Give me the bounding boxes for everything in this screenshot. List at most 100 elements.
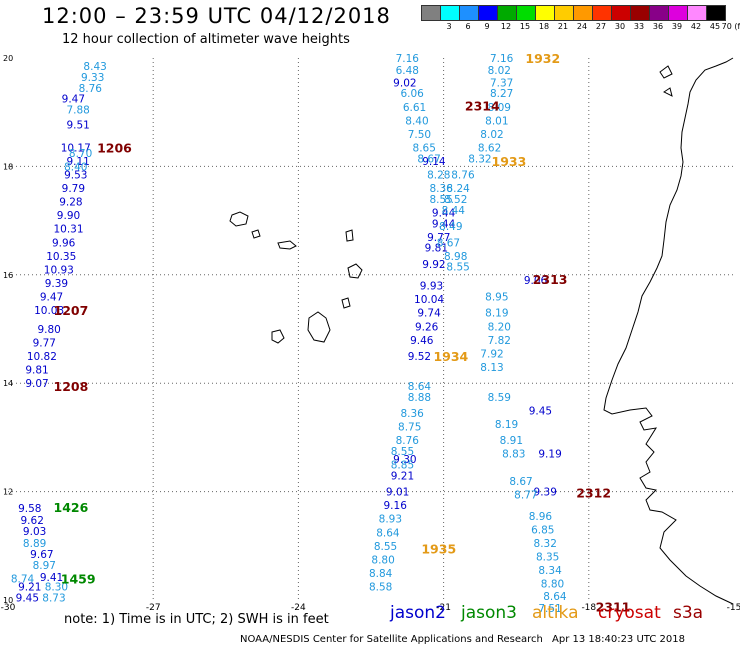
swh-value-jason2: 10.93 <box>44 264 74 276</box>
cape-verde-sao-vicente <box>251 229 261 239</box>
swh-value-jason3: 8.98 <box>444 251 467 263</box>
swh-value-jason2: 9.45 <box>529 405 552 417</box>
credit-line: NOAA/NESDIS Center for Satellite Applica… <box>240 634 543 645</box>
swh-value-jason3: 7.92 <box>480 348 503 360</box>
swh-value-jason3: 8.01 <box>485 115 508 127</box>
legend-label: 18 <box>538 22 550 31</box>
swh-value-jason2: 9.07 <box>25 378 48 390</box>
swh-value-jason3: 8.97 <box>33 560 56 572</box>
swh-value-jason2: 9.02 <box>393 77 416 89</box>
swh-value-jason2: 10.31 <box>53 224 83 236</box>
swh-value-jason3: 8.02 <box>488 65 511 77</box>
swh-value-jason3: 8.43 <box>83 61 106 73</box>
pass-time-labels: 1932 2314 1206 1933 2313 1207 1934 1208 2312 1426… <box>54 51 631 615</box>
y-tick-label: 18 <box>3 162 13 171</box>
swh-value-jason2: 9.77 <box>33 338 56 350</box>
swh-value-jason2: 9.26 <box>415 321 439 333</box>
swh-value-jason2: 9.14 <box>422 156 446 168</box>
cape-verde-sao-nicolau <box>277 240 297 250</box>
swh-value-jason2: 9.58 <box>18 503 41 515</box>
swh-value-jason3: 8.64 <box>376 527 400 539</box>
cape-verde-santo-antao <box>229 211 249 227</box>
swh-value-jason2: 9.01 <box>386 487 409 499</box>
swh-value-jason3: 6.85 <box>531 525 554 537</box>
color-scale-legend <box>421 5 726 21</box>
swh-value-jason3: 8.32 <box>468 153 491 165</box>
cape-verde-boa-vista <box>347 263 363 279</box>
swh-value-jason3: 8.59 <box>488 392 511 404</box>
swh-value-jason3: 8.32 <box>534 538 557 550</box>
footer-note: note: 1) Time is in UTC; 2) SWH is in fe… <box>64 612 329 627</box>
swh-value-jason2: 9.30 <box>393 454 416 466</box>
legend-swatch <box>706 5 726 21</box>
swh-value-jason3: 8.67 <box>437 237 460 249</box>
legend-label: 21 <box>557 22 569 31</box>
pass-time-label: 1459 <box>61 571 96 586</box>
swh-value-jason2: 9.62 <box>21 515 44 527</box>
x-tick-label: -27 <box>146 603 161 613</box>
x-tick-label: -15 <box>727 603 740 613</box>
swh-value-jason3: 8.55 <box>374 541 397 553</box>
swh-value-jason2: 9.39 <box>45 278 68 290</box>
swh-value-jason3: 7.88 <box>66 104 89 116</box>
map-subtitle: 12 hour collection of altimeter wave hei… <box>62 32 350 47</box>
legend-label: 12 <box>500 22 512 31</box>
pass-time-label: 1934 <box>433 349 468 364</box>
swh-value-jason3: 8.80 <box>541 579 564 591</box>
pass-time-label: 2311 <box>596 600 631 615</box>
sat-s3a: s3a <box>673 603 704 623</box>
swh-value-jason3: 8.35 <box>536 552 559 564</box>
swh-value-jason3: 8.44 <box>442 205 466 217</box>
pass-time-label: 1426 <box>54 500 89 515</box>
y-tick-label: 14 <box>3 379 13 388</box>
swh-value-jason3: 8.80 <box>371 554 394 566</box>
y-tick-label: 20 <box>3 54 13 63</box>
x-tick-label: -30 <box>1 603 16 613</box>
swh-value-jason3: 8.64 <box>543 591 567 603</box>
legend-label: 45 <box>709 22 721 31</box>
swh-value-jason2: 9.46 <box>410 335 434 347</box>
swh-value-jason3: 6.48 <box>396 65 419 77</box>
swh-value-jason2: 9.11 <box>66 156 89 168</box>
swh-value-jason2: 9.47 <box>40 291 63 303</box>
swh-value-jason2: 9.96 <box>52 237 76 249</box>
swh-value-jason3: 8.27 <box>490 88 513 100</box>
swh-value-jason2: 9.06 <box>524 275 548 287</box>
swh-value-jason2: 9.74 <box>417 308 441 320</box>
sat-jason3: jason3 <box>461 603 517 623</box>
cape-verde-santiago <box>307 311 331 343</box>
legend-label: 3 <box>446 22 452 31</box>
swh-value-jason2: 9.19 <box>538 449 561 461</box>
map-title: 12:00 – 23:59 UTC 04/12/2018 <box>42 4 391 28</box>
swh-value-jason3: 8.02 <box>480 129 503 141</box>
swh-value-jason3: 8.55 <box>446 262 469 274</box>
swh-value-jason3: 8.96 <box>529 511 553 523</box>
x-tick-label: -18 <box>581 603 596 613</box>
swh-value-jason2: 9.39 <box>534 487 557 499</box>
cape-verde-sal <box>345 229 354 242</box>
swh-value-jason2: 9.21 <box>391 470 414 482</box>
legend-label: 39 <box>671 22 683 31</box>
swh-value-jason3: 8.75 <box>398 422 421 434</box>
swh-value-jason3: 8.91 <box>500 435 523 447</box>
swh-value-jason3: 8.93 <box>379 514 402 526</box>
swh-value-jason3: 8.65 <box>413 142 436 154</box>
swh-value-jason3: 8.30 <box>45 581 68 593</box>
legend-label: 36 <box>652 22 664 31</box>
legend-label: 6 <box>465 22 471 31</box>
swh-value-jason3: 6.61 <box>403 102 426 114</box>
cape-verde-maio <box>341 297 351 309</box>
swh-value-jason3: 8.95 <box>485 291 508 303</box>
swh-value-jason3: 8.67 <box>417 153 440 165</box>
swh-value-jason2: 9.81 <box>25 365 48 377</box>
swh-value-jason2: 9.90 <box>57 210 80 222</box>
africa-coastline <box>603 57 734 605</box>
swh-value-jason3: 8.74 <box>11 573 35 585</box>
pass-time-label: 1206 <box>97 140 132 155</box>
swh-value-jason2: 9.28 <box>59 197 82 209</box>
swh-value-jason3: 7.16 <box>396 53 420 65</box>
swh-value-jason2: 9.21 <box>18 581 41 593</box>
swh-value-jason3: 8.40 <box>405 115 428 127</box>
swh-value-jason2: 9.51 <box>66 120 89 132</box>
